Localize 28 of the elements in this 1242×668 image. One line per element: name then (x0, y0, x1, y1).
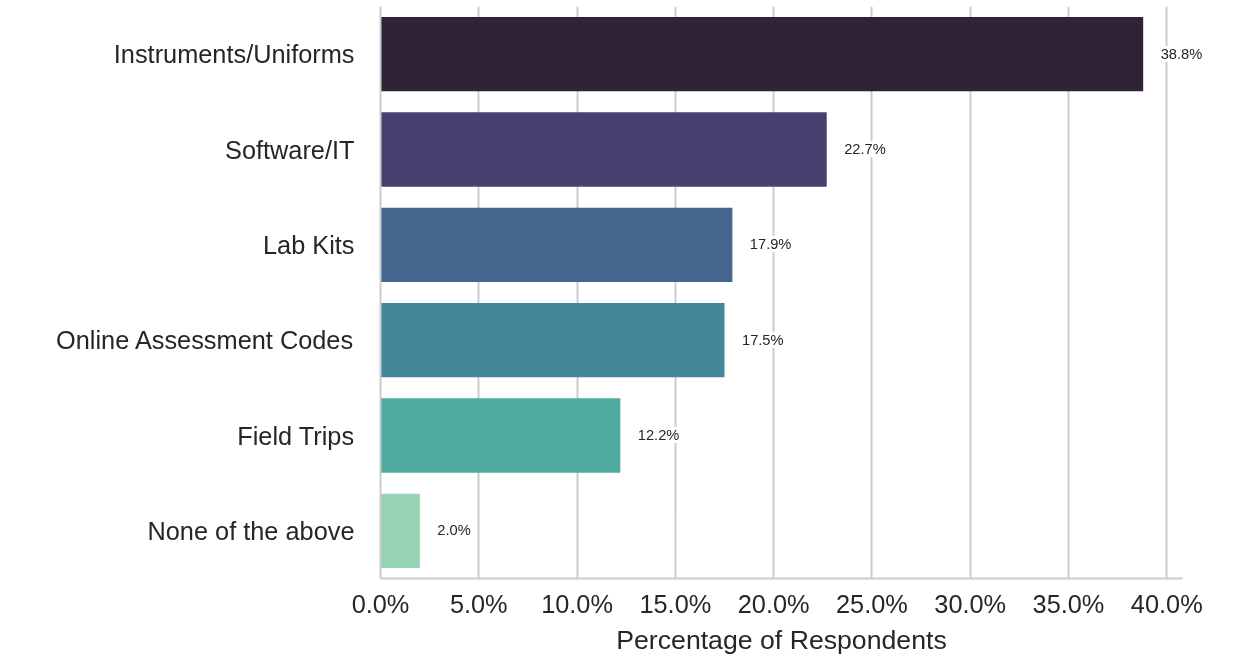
bar (380, 207, 733, 283)
data-label: 12.2% (637, 427, 680, 443)
x-tick-label: 40.0% (1130, 589, 1203, 618)
y-tick-label: None of the above (147, 516, 355, 545)
bar (380, 398, 621, 473)
data-label: 38.8% (1160, 45, 1203, 62)
bar (380, 112, 827, 187)
x-tick-label: 35.0% (1032, 589, 1105, 618)
x-tick-label: 20.0% (737, 589, 810, 618)
x-tick-label: 5.0% (449, 589, 508, 618)
bar (380, 302, 725, 378)
data-label: 22.7% (844, 141, 886, 157)
data-label: 17.9% (749, 236, 792, 253)
data-label: 17.5% (741, 331, 784, 348)
bar (380, 16, 1144, 92)
y-tick-label: Lab Kits (262, 230, 355, 259)
x-tick-label: 15.0% (639, 589, 712, 618)
x-tick-label: 25.0% (836, 589, 908, 618)
bar (380, 493, 420, 569)
y-tick-label: Software/IT (225, 135, 355, 164)
x-tick-label: 10.0% (541, 589, 613, 618)
x-tick-label: 0.0% (351, 589, 410, 618)
y-tick-label: Instruments/Uniforms (113, 40, 355, 69)
x-axis-title: Percentage of Respondents (616, 624, 947, 655)
y-tick-label: Field Trips (237, 421, 355, 450)
x-tick-label: 30.0% (934, 589, 1007, 618)
data-label: 2.0% (437, 522, 471, 539)
y-tick-label: Online Assessment Codes (56, 326, 354, 355)
